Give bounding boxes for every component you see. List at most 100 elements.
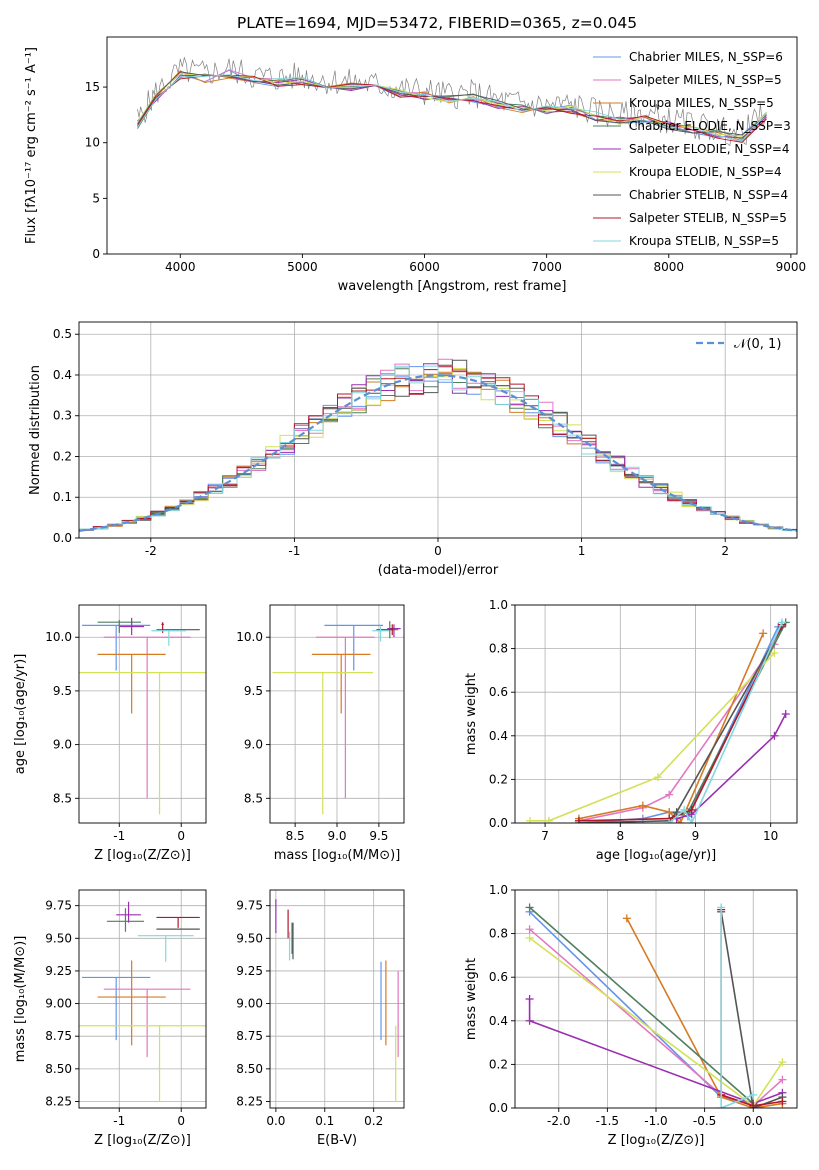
- y-tick-label: 1.0: [489, 883, 508, 897]
- weight-marker: [778, 1097, 787, 1106]
- x-tick-label: -1.5: [596, 1114, 619, 1128]
- x-tick-label: -1: [288, 544, 300, 558]
- y-tick-label: 0.0: [489, 816, 508, 830]
- weight-marker: [525, 1016, 534, 1025]
- chart-massweight_vs_age: 7 8 9 10 0.0 0.2 0.4 0.6 0.8 1.0 age [log₁₀(age/yr…: [464, 598, 798, 863]
- legend-label: Chabrier STELIB, N_SSP=4: [629, 188, 788, 202]
- weight-marker: [781, 710, 790, 718]
- weight-line: [578, 643, 776, 822]
- x-axis-label: Z [log₁₀(Z/Z⊙)]: [94, 848, 191, 863]
- y-axis-label: mass weight: [464, 958, 479, 1040]
- y-tick-label: 0.2: [489, 772, 508, 786]
- plot-area: [79, 358, 797, 532]
- weight-marker: [770, 648, 779, 657]
- y-tick-label: 0.4: [489, 729, 508, 743]
- weight-line: [676, 713, 787, 820]
- legend-label: Salpeter STELIB, N_SSP=5: [629, 211, 787, 225]
- data-spectrum-line: [137, 56, 765, 147]
- weight-marker: [717, 1104, 726, 1108]
- weight-marker: [749, 1090, 758, 1099]
- legend-label: Kroupa MILES, N_SSP=5: [629, 96, 774, 110]
- x-tick-label: 8: [616, 829, 624, 843]
- x-tick-label: -2.0: [547, 1114, 570, 1128]
- y-tick-label: 9.00: [236, 997, 263, 1011]
- plot-area: [79, 901, 206, 1102]
- x-tick-label: 9000: [776, 260, 807, 274]
- plot-area: [275, 899, 399, 1102]
- axes-frame: [514, 604, 798, 824]
- errorbar-point: [82, 624, 151, 671]
- weight-marker: [759, 629, 768, 638]
- errorbar-point: [272, 672, 374, 815]
- weight-marker: [778, 1058, 787, 1067]
- errorbar-point: [137, 935, 194, 962]
- weight-marker: [717, 903, 726, 912]
- y-tick-label: 9.0: [244, 738, 263, 752]
- errorbar-point: [116, 901, 141, 923]
- weight-marker: [525, 933, 534, 942]
- y-axis-label: age [log₁₀(age/yr)]: [13, 654, 28, 775]
- weight-line: [720, 911, 783, 1108]
- weight-marker: [687, 805, 696, 814]
- y-tick-label: 0.2: [53, 449, 72, 463]
- normal-reference-curve: [79, 374, 797, 532]
- weight-line: [578, 626, 783, 823]
- errorbar-point: [119, 617, 145, 636]
- model-spectrum-line: [137, 71, 767, 136]
- axes-frame: [78, 604, 207, 824]
- y-tick-label: 9.25: [45, 964, 72, 978]
- chart-age_vs_Z: -1 0 8.5 9.0 9.5 10.0 Z [log₁₀(Z/Z⊙)] age [log₁…: [13, 604, 207, 863]
- plot-area: [526, 618, 790, 823]
- weight-marker: [653, 773, 662, 782]
- plot-area: [525, 903, 787, 1108]
- x-tick-label: 1: [578, 544, 586, 558]
- weight-marker: [770, 731, 779, 740]
- x-tick-label: 7: [541, 829, 549, 843]
- weight-line: [720, 907, 754, 1108]
- errorbar-point: [79, 672, 206, 815]
- y-tick-label: 9.50: [45, 931, 72, 945]
- x-tick-label: 0.2: [364, 1114, 383, 1128]
- weight-marker: [574, 816, 583, 823]
- errorbar-point: [106, 908, 145, 932]
- x-tick-label: 0.0: [266, 1114, 285, 1128]
- x-axis-label: E(B-V): [317, 1133, 357, 1148]
- y-axis-label: Normed distribution: [28, 365, 43, 495]
- plot-area: [272, 621, 401, 815]
- x-axis-label: age [log₁₀(age/yr)]: [596, 848, 717, 863]
- x-tick-label: 4000: [165, 260, 196, 274]
- x-tick-label: 0: [177, 1114, 185, 1128]
- y-tick-label: 9.0: [53, 738, 72, 752]
- x-tick-label: 6000: [409, 260, 440, 274]
- x-tick-label: 8000: [653, 260, 684, 274]
- y-tick-label: 0.4: [53, 368, 72, 382]
- chart-residuals: 𝒩(0, 1) -2 -1 0 1 2 0.0 0.1 0.2 0.3 0.4 0.5 (data-mo…: [28, 321, 798, 578]
- legend-label: 𝒩(0, 1): [734, 337, 781, 352]
- legend-label: Salpeter ELODIE, N_SSP=4: [629, 142, 790, 156]
- errorbar-point: [79, 1025, 206, 1102]
- y-tick-label: 9.5: [53, 684, 72, 698]
- x-tick-label: -2: [145, 544, 157, 558]
- x-tick-label: 9: [692, 829, 700, 843]
- x-axis-label: Z [log₁₀(Z/Z⊙)]: [94, 1133, 191, 1148]
- x-tick-label: 0.1: [315, 1114, 334, 1128]
- y-axis-label: mass weight: [464, 673, 479, 755]
- y-tick-label: 0.3: [53, 409, 72, 423]
- axes-frame: [78, 889, 207, 1109]
- y-tick-label: 0.6: [489, 970, 508, 984]
- y-tick-label: 0.0: [489, 1101, 508, 1115]
- y-tick-label: 8.5: [244, 791, 263, 805]
- weight-marker: [638, 801, 647, 810]
- y-tick-label: 0.5: [53, 327, 72, 341]
- weight-marker: [680, 805, 689, 814]
- plot-area: [137, 56, 767, 147]
- weight-marker: [749, 1101, 758, 1108]
- y-tick-label: 8.25: [236, 1094, 263, 1108]
- figure-title: PLATE=1694, MJD=53472, FIBERID=0365, z=0…: [237, 14, 637, 32]
- weight-marker: [526, 816, 535, 823]
- x-tick-label: -1: [113, 1114, 125, 1128]
- x-axis-label: mass [log₁₀(M/M⊙)]: [274, 848, 401, 863]
- y-tick-label: 0.0: [53, 531, 72, 545]
- x-tick-label: 7000: [531, 260, 562, 274]
- legend-label: Kroupa ELODIE, N_SSP=4: [629, 165, 782, 179]
